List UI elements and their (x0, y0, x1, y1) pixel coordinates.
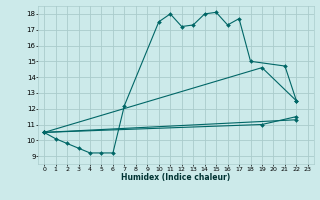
X-axis label: Humidex (Indice chaleur): Humidex (Indice chaleur) (121, 173, 231, 182)
